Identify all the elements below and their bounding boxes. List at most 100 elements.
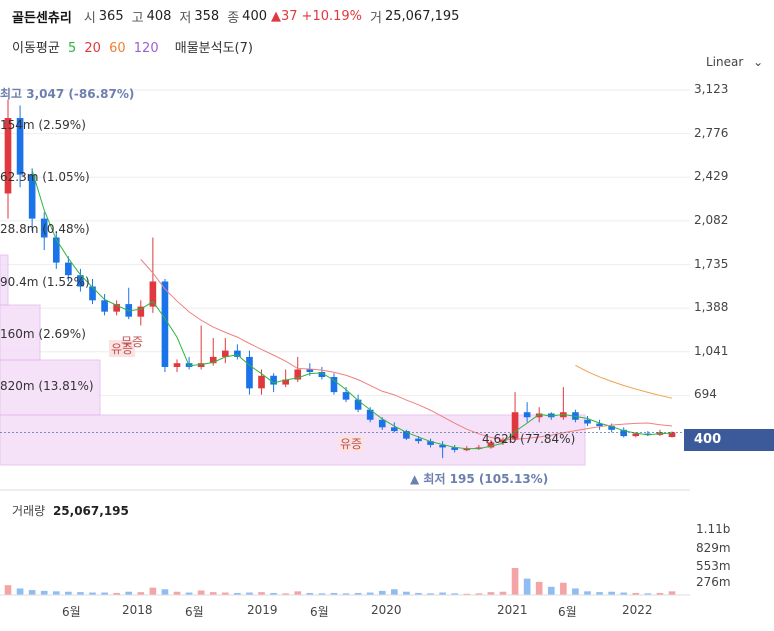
volume-bar: [89, 592, 96, 595]
volume-bar: [523, 578, 531, 595]
volume-bar: [378, 590, 386, 595]
candle-body: [294, 369, 302, 380]
candle-body: [149, 281, 157, 307]
low-value: 358: [194, 8, 220, 24]
change-pct: +10.19%: [301, 8, 363, 24]
volume-bar: [52, 591, 60, 595]
open-value: 365: [98, 8, 124, 24]
candle-body: [366, 409, 374, 420]
high-label: 고: [131, 10, 144, 26]
ma-legend[interactable]: 이동평균 5 20 60 120 매물분석도(7): [12, 37, 257, 56]
candle-body: [161, 281, 169, 367]
candle-body: [415, 438, 422, 442]
high-value: 408: [146, 8, 172, 24]
candle-body: [330, 377, 338, 393]
volume-bar: [137, 592, 145, 595]
ma60-label[interactable]: 60: [109, 41, 126, 56]
candle-body: [391, 427, 398, 432]
volume-value: 25,067,195: [384, 8, 460, 24]
candle-body: [40, 218, 48, 238]
candle-body: [16, 118, 24, 175]
candle-body: [342, 392, 350, 400]
volume-bar: [185, 592, 193, 595]
volume-bar: [113, 592, 120, 595]
volume-bar: [40, 590, 48, 595]
volume-bar: [572, 588, 579, 595]
volume-bar: [535, 581, 543, 595]
candle-body: [173, 363, 181, 367]
volume-bar: [632, 592, 640, 595]
current-price-badge: 400: [684, 429, 774, 451]
volume-profile-label: 62.3m (1.05%): [0, 170, 90, 184]
stock-name: 골든센츄리: [12, 10, 72, 26]
volume-bar: [487, 592, 495, 595]
volume-bar: [391, 589, 398, 595]
candle-body: [197, 363, 205, 367]
y-tick-label: 3,123: [694, 82, 729, 96]
volume-bar: [4, 585, 12, 595]
candle-body: [427, 441, 434, 445]
volume-tick-label: 553m: [696, 559, 731, 573]
candle-body: [451, 447, 459, 450]
all-time-high-label: 최고 3,047 (-86.87%): [0, 87, 135, 101]
volume-bar: [511, 568, 519, 595]
candle-body: [439, 444, 446, 448]
volume-bar: [173, 591, 181, 595]
candle-body: [101, 300, 108, 312]
volume-bar: [318, 593, 326, 595]
x-tick-label: 2019: [247, 603, 278, 617]
candle-body: [596, 423, 603, 427]
volume-bar: [354, 592, 362, 595]
volume-profile-label: 4.62b (77.84%): [482, 432, 576, 446]
volume-profile-toggle[interactable]: 매물분석도(7): [174, 41, 253, 56]
open-label: 시: [83, 10, 96, 26]
volume-bar: [294, 591, 302, 595]
volume-bar: [246, 592, 253, 595]
ma5-line: [31, 170, 673, 450]
x-tick-label: 6월: [185, 605, 204, 619]
volume-profile-bar: [0, 414, 586, 466]
scale-mode-dropdown[interactable]: Linear ⌄: [706, 55, 763, 69]
candle-body: [89, 286, 96, 301]
volume-bar: [306, 592, 314, 595]
event-label: 무증: [121, 335, 144, 349]
ma120-label[interactable]: 120: [133, 41, 159, 56]
candle-body: [608, 426, 615, 430]
candle-body: [463, 448, 471, 451]
candle-body: [65, 262, 72, 276]
volume-bar: [656, 592, 664, 595]
volume-tick-label: 1.11b: [696, 522, 731, 536]
x-tick-label: 2021: [497, 603, 528, 617]
candle-body: [221, 350, 229, 357]
volume-bar: [668, 591, 676, 595]
y-tick-label: 1,388: [694, 300, 729, 315]
candle-body: [77, 275, 84, 287]
candle-body: [378, 419, 386, 428]
candle-body: [234, 350, 241, 357]
volume-profile-label: 820m (13.81%): [0, 379, 94, 393]
ma-label: 이동평균: [12, 41, 60, 56]
candle-body: [113, 304, 120, 312]
volume-bar: [584, 591, 591, 595]
volume-panel-title: 거래량 25,067,195: [12, 502, 129, 519]
volume-label: 거: [370, 10, 382, 26]
candle-body: [620, 429, 628, 437]
candle-body: [258, 375, 265, 389]
volume-bar: [258, 592, 265, 595]
volume-bar: [475, 593, 483, 595]
ma5-label[interactable]: 5: [67, 41, 77, 56]
volume-bar: [560, 582, 567, 595]
candle-body: [52, 237, 60, 263]
candle-body: [270, 375, 277, 385]
volume-bar: [463, 593, 471, 595]
x-tick-label: 2022: [622, 603, 653, 617]
volume-title: 거래량: [12, 504, 46, 518]
ma60-line: [575, 364, 673, 399]
ma20-label[interactable]: 20: [84, 41, 101, 56]
close-value: 400: [242, 8, 267, 24]
candle-body: [354, 399, 362, 410]
volume-bar: [101, 592, 108, 595]
x-tick-label: 6월: [310, 605, 329, 619]
x-tick-label: 6월: [62, 605, 81, 619]
